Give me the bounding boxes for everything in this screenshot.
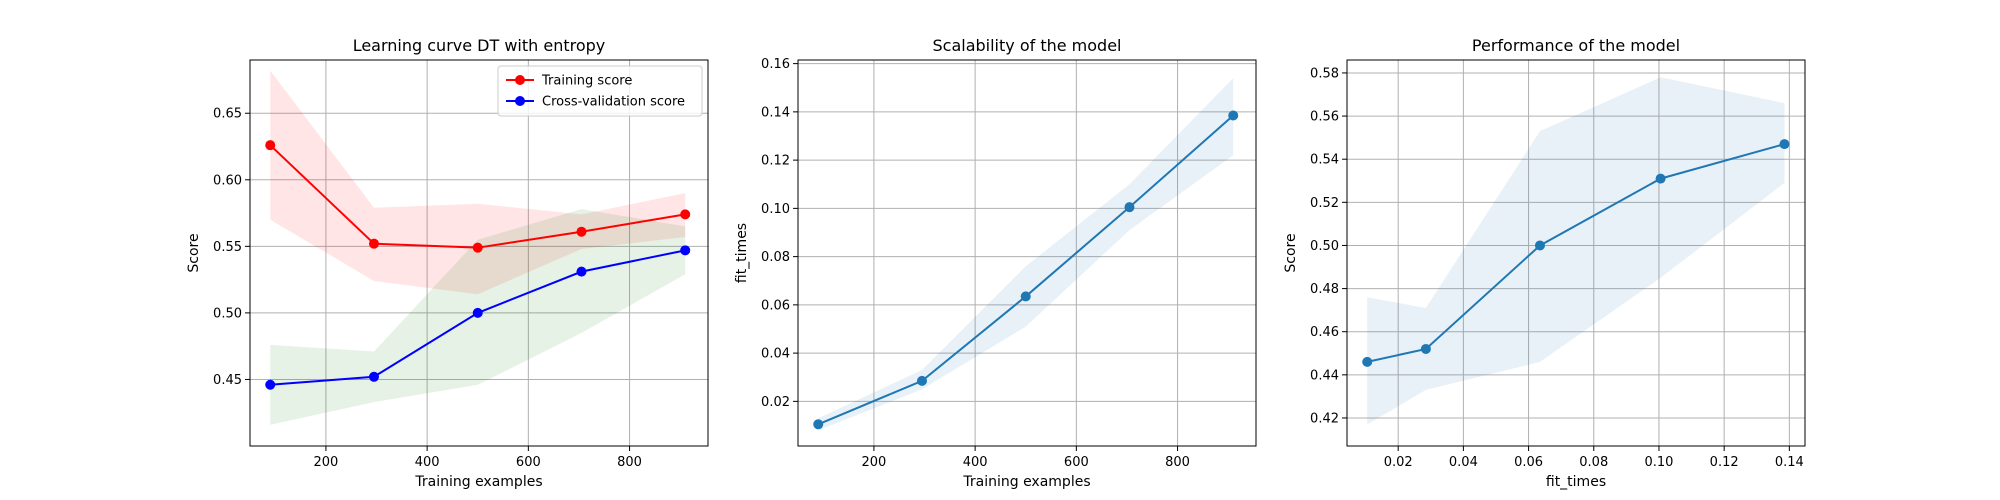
chart-title: Learning curve DT with entropy: [353, 36, 606, 55]
legend-box: [497, 65, 703, 117]
data-point: [916, 375, 927, 386]
series-lines: [813, 110, 1239, 430]
legend-marker: [515, 75, 525, 85]
y-tick-label: 0.42: [1310, 411, 1339, 426]
performance-panel: 0.02 0.04 0.06 0.08 0.10 0.12 0.14 0.42 0.44 0.46…: [1283, 36, 1806, 490]
legend-label: Cross-validation score: [542, 95, 685, 110]
axes-frame: [797, 59, 1257, 447]
axes-frame: [249, 59, 709, 447]
confidence-band: [270, 70, 686, 295]
x-tick-label: 0.08: [1579, 455, 1608, 470]
axes-frame: [1346, 59, 1806, 447]
grid: 200 400 600 800 0.02 0.04 0.06 0.08 0.10 0.12 0.14…: [761, 57, 1256, 470]
data-point: [680, 245, 691, 256]
y-tick-label: 0.50: [213, 306, 242, 321]
x-tick-label: 200: [861, 455, 886, 470]
learning-curve-panel: 200 400 600 800 0.45 0.50 0.55 0.60 0.65 Learnin…: [186, 36, 709, 490]
x-tick-label: 800: [617, 455, 642, 470]
y-axis-label: fit_times: [734, 223, 750, 283]
y-tick-label: 0.55: [213, 240, 242, 255]
y-tick-label: 0.14: [761, 105, 790, 120]
x-axis-label: Training examples: [414, 474, 542, 490]
x-tick-label: 200: [313, 455, 338, 470]
data-point: [265, 379, 276, 390]
data-point: [1420, 343, 1431, 354]
x-tick-label: 600: [516, 455, 541, 470]
data-point: [1020, 291, 1031, 302]
chart-title: Scalability of the model: [933, 36, 1122, 55]
y-tick-label: 0.10: [761, 202, 790, 217]
y-tick-label: 0.52: [1310, 196, 1339, 211]
data-point: [1779, 139, 1790, 150]
y-tick-label: 0.08: [761, 250, 790, 265]
y-tick-label: 0.60: [213, 173, 242, 188]
series-lines: [1362, 139, 1790, 367]
y-tick-label: 0.46: [1310, 325, 1339, 340]
data-point: [1228, 110, 1239, 121]
scalability-panel: 200 400 600 800 0.02 0.04 0.06 0.08 0.10 0.12 0.14…: [734, 36, 1257, 490]
legend: Training score Cross-validation score: [497, 65, 703, 117]
data-point: [1362, 356, 1373, 367]
y-tick-label: 0.04: [761, 347, 790, 362]
data-point: [813, 419, 824, 430]
x-axis-label: Training examples: [962, 474, 1090, 490]
y-tick-label: 0.06: [761, 298, 790, 313]
data-point: [576, 266, 587, 277]
x-tick-label: 400: [963, 455, 988, 470]
data-point: [1534, 240, 1545, 251]
data-point: [1124, 202, 1135, 213]
chart-title: Performance of the model: [1472, 36, 1680, 55]
x-tick-label: 0.02: [1384, 455, 1413, 470]
confidence-band: [1367, 77, 1785, 425]
data-point: [1655, 173, 1666, 184]
y-tick-label: 0.50: [1310, 239, 1339, 254]
y-tick-label: 0.58: [1310, 66, 1339, 81]
x-tick-label: 800: [1165, 455, 1190, 470]
x-tick-label: 600: [1064, 455, 1089, 470]
y-tick-label: 0.45: [213, 373, 242, 388]
y-axis-label: Score: [1283, 233, 1299, 272]
x-tick-label: 0.10: [1644, 455, 1673, 470]
x-tick-label: 0.14: [1775, 455, 1804, 470]
x-tick-label: 400: [415, 455, 440, 470]
data-point: [472, 242, 483, 253]
x-tick-label: 0.04: [1449, 455, 1478, 470]
y-tick-label: 0.56: [1310, 110, 1339, 125]
y-tick-label: 0.48: [1310, 282, 1339, 297]
legend-marker: [515, 96, 525, 106]
data-point: [368, 238, 379, 249]
y-tick-label: 0.12: [761, 154, 790, 169]
legend-label: Training score: [541, 74, 632, 89]
y-axis-label: Score: [186, 233, 202, 272]
data-point: [265, 140, 276, 151]
y-tick-label: 0.65: [213, 107, 242, 122]
y-tick-label: 0.02: [761, 395, 790, 410]
x-tick-label: 0.12: [1710, 455, 1739, 470]
x-tick-label: 0.06: [1514, 455, 1543, 470]
data-point: [472, 307, 483, 318]
data-point: [680, 209, 691, 220]
confidence-bands: [1367, 77, 1785, 425]
y-tick-label: 0.16: [761, 57, 790, 72]
data-point: [576, 226, 587, 237]
series-lines: [265, 140, 691, 390]
y-tick-label: 0.54: [1310, 153, 1339, 168]
y-tick-label: 0.44: [1310, 368, 1339, 383]
grid: 0.02 0.04 0.06 0.08 0.10 0.12 0.14 0.42 0.44 0.46…: [1310, 60, 1805, 470]
x-axis-label: fit_times: [1546, 474, 1606, 490]
data-point: [368, 371, 379, 382]
